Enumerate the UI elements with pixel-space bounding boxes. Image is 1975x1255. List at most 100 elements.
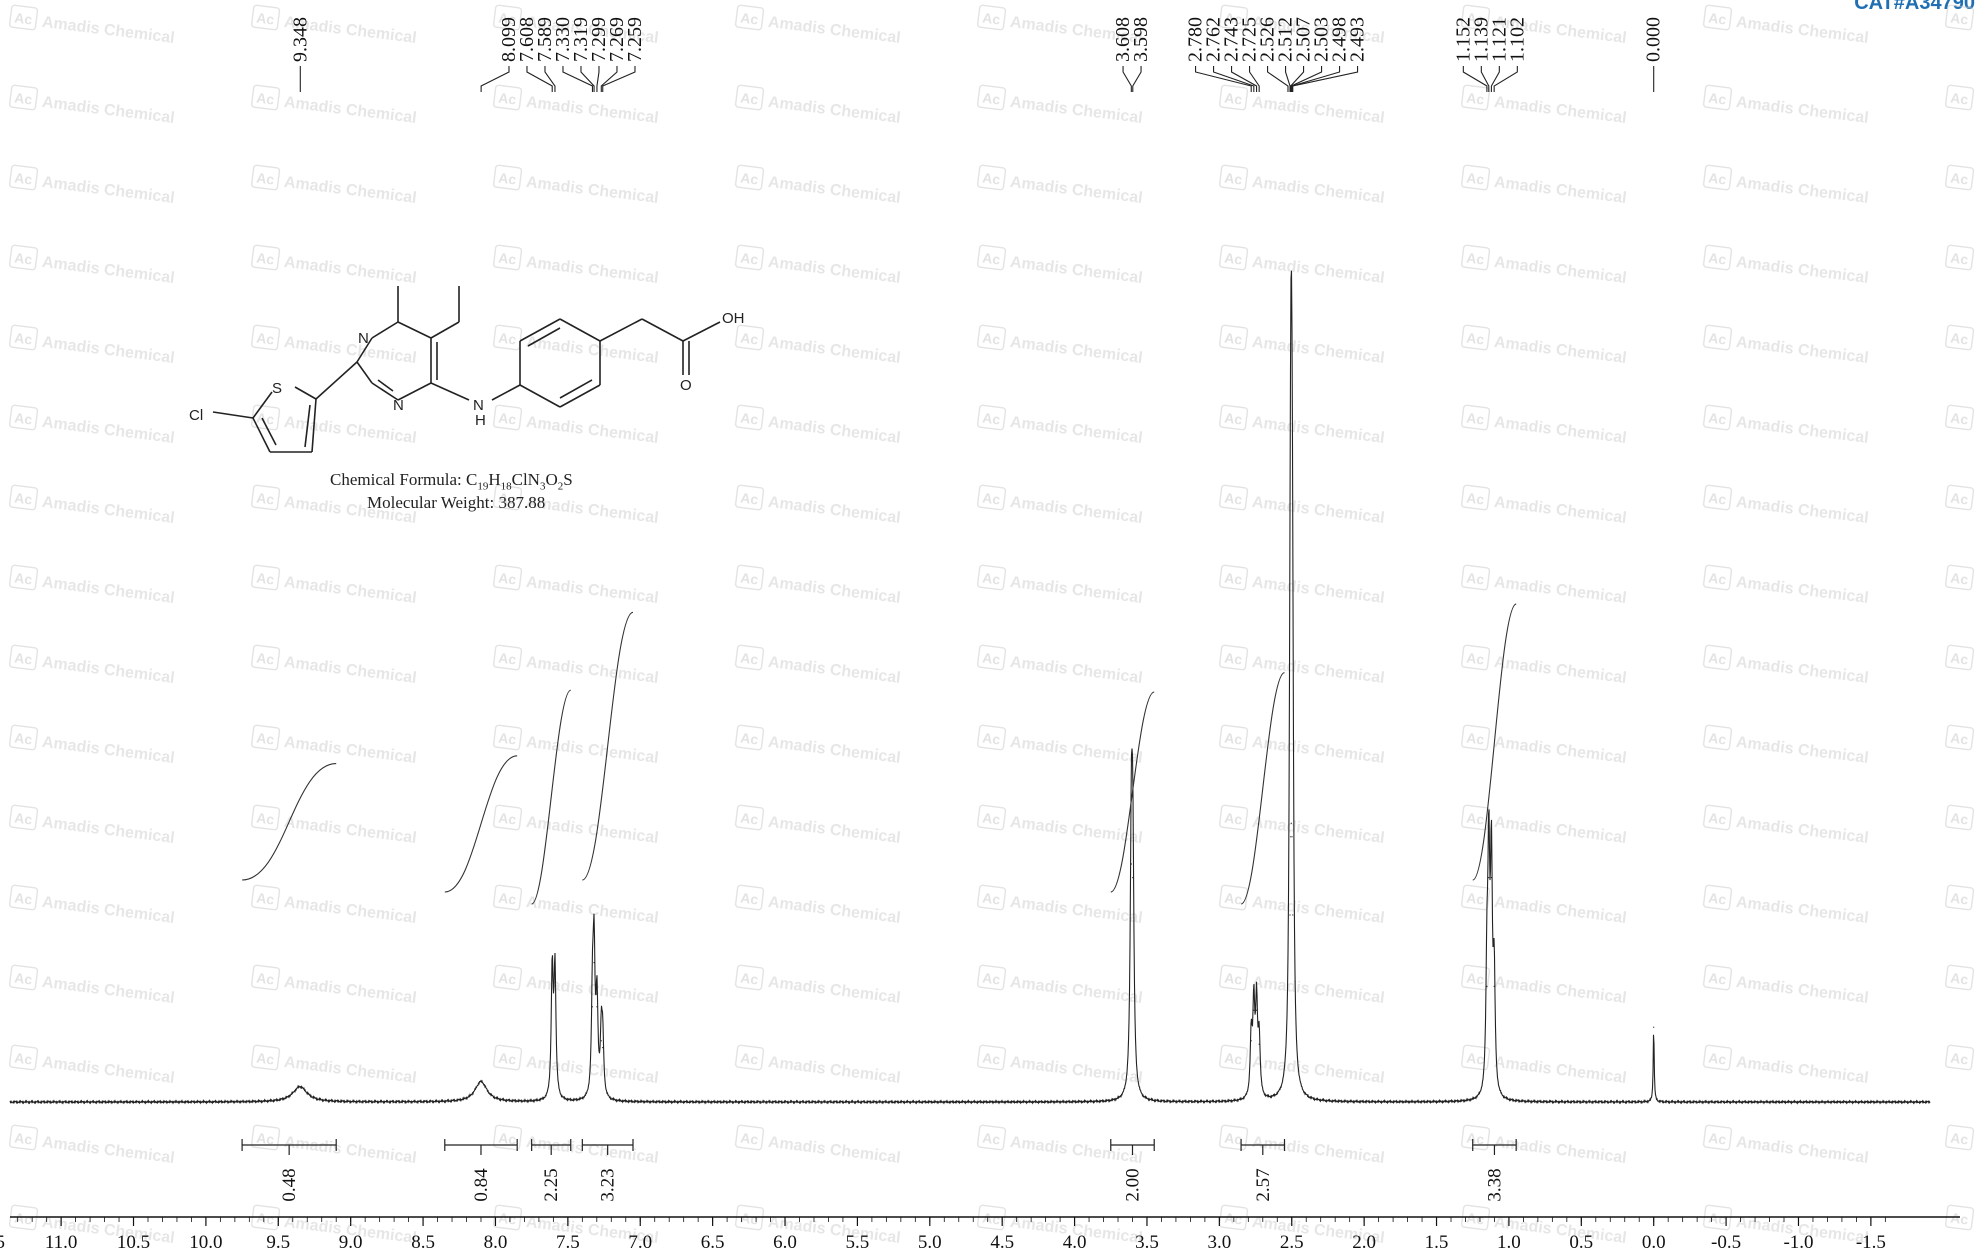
watermark-logo-box	[1218, 644, 1249, 671]
watermark-logo-text: Ac	[740, 329, 760, 347]
watermark-logo-box	[492, 84, 523, 111]
watermark-logo-box	[1702, 804, 1733, 831]
watermark-logo-text: Ac	[1224, 329, 1244, 347]
peak-point	[1493, 985, 1495, 988]
watermark-logo-text: Ac	[1708, 889, 1728, 907]
watermark-logo-text: Ac	[1708, 249, 1728, 267]
watermark-logo-box	[492, 964, 523, 991]
peak-leader	[1290, 66, 1323, 92]
watermark-logo-text: Ac	[1224, 1049, 1244, 1067]
watermark-logo-text: Ac	[498, 1129, 518, 1147]
watermark-logo-box	[1702, 1044, 1733, 1071]
peak-leader	[580, 66, 595, 92]
watermark-logo-text: Ac	[256, 809, 276, 827]
peak-leader	[1290, 66, 1305, 92]
watermark-logo-box	[1702, 1204, 1733, 1231]
watermark-logo-box	[1218, 884, 1249, 911]
watermark-logo-box	[734, 324, 765, 351]
watermark-logo-box	[492, 4, 523, 31]
watermark-logo-text: Ac	[256, 569, 276, 587]
watermark-logo-box	[8, 324, 39, 351]
watermark-logo-box	[1702, 84, 1733, 111]
watermark-logo-box	[250, 1044, 281, 1071]
watermark-logo-text: Ac	[1466, 489, 1486, 507]
peak-point	[551, 972, 553, 974]
watermark-logo-box	[8, 964, 39, 991]
watermark-logo-text: Ac	[256, 889, 276, 907]
watermark-logo-text: Ac	[1224, 569, 1244, 587]
watermark-logo-text: Ac	[1950, 889, 1970, 907]
watermark-logo-box	[1702, 1124, 1733, 1151]
peak-point	[600, 1040, 602, 1042]
watermark-logo-box	[1944, 564, 1975, 591]
watermark-logo-text: Ac	[14, 569, 34, 587]
watermark-logo-box	[250, 884, 281, 911]
watermark-logo-text: Ac	[740, 89, 760, 107]
watermark-logo-text: Ac	[498, 649, 518, 667]
watermark-logo-box	[1944, 324, 1975, 351]
peak-leader	[602, 66, 636, 92]
peak-label: 1.152	[1452, 17, 1474, 62]
integral-value: 2.00	[1122, 1168, 1143, 1201]
watermark-logo-text: Ac	[740, 969, 760, 987]
peak-leader	[1462, 66, 1488, 92]
atom-h-amine: H	[475, 412, 486, 429]
watermark-logo-text: Ac	[1224, 969, 1244, 987]
watermark-logo-text: Ac	[1708, 1129, 1728, 1147]
watermark-logo-box	[492, 804, 523, 831]
watermark-logo-text: Ac	[982, 809, 1002, 827]
watermark-logo-box	[734, 724, 765, 751]
peak-label: 9.348	[289, 17, 311, 62]
peak-label: 2.503	[1311, 17, 1333, 62]
integral-value: 0.48	[279, 1168, 300, 1201]
watermark-logo-box	[1218, 1124, 1249, 1151]
x-tick-label: 3.0	[1207, 1232, 1231, 1253]
watermark-logo-text: Ac	[498, 1209, 518, 1227]
watermark-logo-text: Ac	[982, 1049, 1002, 1067]
watermark-logo-text: Ac	[1950, 329, 1970, 347]
watermark-logo-text: Ac	[1466, 969, 1486, 987]
watermark-logo-text: Ac	[1950, 1209, 1970, 1227]
watermark-logo-text: Ac	[14, 649, 34, 667]
peak-leader	[1231, 66, 1258, 92]
watermark-logo-box	[1460, 644, 1491, 671]
watermark-logo-box	[1460, 244, 1491, 271]
chemical-formula: Chemical Formula: C19H18ClN3O2S	[330, 470, 573, 492]
watermark-logo-text: Ac	[1466, 169, 1486, 187]
watermark-logo-text: Ac	[1950, 809, 1970, 827]
watermark-logo-box	[8, 484, 39, 511]
watermark-logo-text: Ac	[740, 809, 760, 827]
peak-point	[1289, 914, 1291, 916]
watermark-logo-text: Ac	[1466, 729, 1486, 747]
atom-s: S	[272, 380, 282, 397]
peak-label: 7.319	[570, 17, 592, 62]
watermark-logo-text: Ac	[498, 89, 518, 107]
watermark-logo-text: Ac	[740, 409, 760, 427]
watermark-logo-box	[492, 644, 523, 671]
watermark-logo-box	[1218, 4, 1249, 31]
watermark-logo-text: Ac	[256, 729, 276, 747]
watermark-logo-text: Ac	[1466, 889, 1486, 907]
x-tick-label: -0.5	[1711, 1232, 1741, 1253]
x-tick-label: 6.0	[773, 1232, 797, 1253]
watermark-logo-box	[492, 884, 523, 911]
watermark-logo-box	[1944, 1044, 1975, 1071]
spectrum-trace	[9, 270, 1931, 1105]
watermark-logo-box	[976, 1124, 1007, 1151]
watermark-logo-text: Ac	[1466, 569, 1486, 587]
peak-label: 7.589	[534, 17, 556, 62]
watermark-logo-text: Ac	[982, 169, 1002, 187]
watermark-logo-text: Ac	[1466, 649, 1486, 667]
watermark-logo-text: Ac	[498, 329, 518, 347]
watermark-logo-box	[734, 884, 765, 911]
watermark-logo-text: Ac	[740, 9, 760, 27]
x-tick-label: 6.5	[701, 1232, 725, 1253]
watermark-logo-text: Ac	[498, 9, 518, 27]
watermark-logo-box	[1944, 244, 1975, 271]
